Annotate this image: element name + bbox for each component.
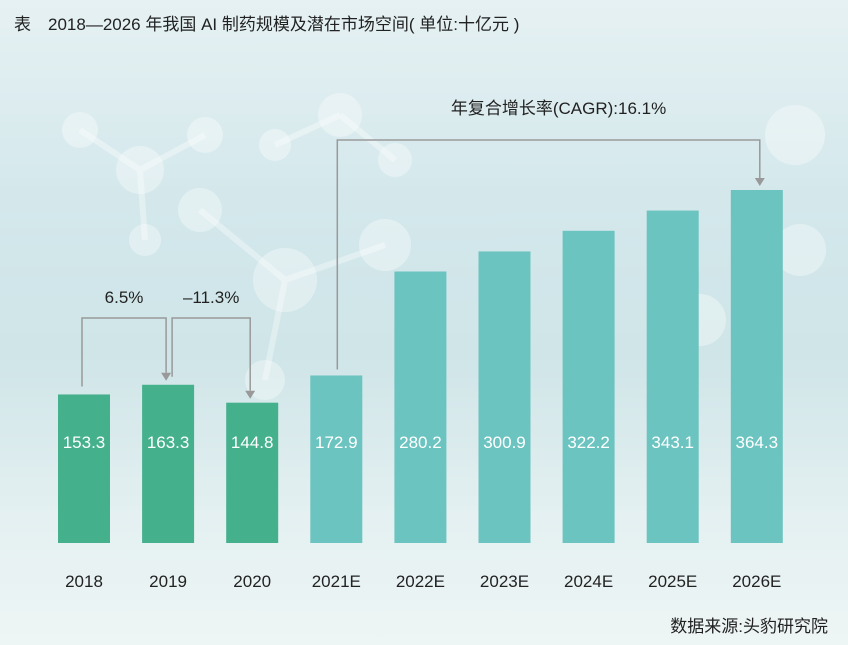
value-label: 364.3 bbox=[736, 433, 779, 452]
bar-2026E bbox=[730, 190, 783, 543]
bar-2020 bbox=[226, 402, 279, 543]
bar-2019 bbox=[142, 384, 195, 543]
x-tick-label: 2022E bbox=[396, 572, 445, 591]
bar-2024E bbox=[562, 230, 615, 543]
x-tick-label: 2023E bbox=[480, 572, 529, 591]
bar-2023E bbox=[478, 251, 531, 543]
value-label: 322.2 bbox=[567, 433, 610, 452]
bar-2018 bbox=[58, 394, 110, 543]
connector-line bbox=[171, 317, 251, 391]
bar-2021E bbox=[310, 375, 363, 543]
x-tick-label: 2019 bbox=[149, 572, 187, 591]
x-tick-label: 2024E bbox=[564, 572, 613, 591]
x-tick-label: 2026E bbox=[732, 572, 781, 591]
value-label: 163.3 bbox=[147, 433, 190, 452]
value-label: 300.9 bbox=[483, 433, 526, 452]
bar-2025E bbox=[646, 210, 699, 543]
value-label: 172.9 bbox=[315, 433, 358, 452]
value-label: 144.8 bbox=[231, 433, 274, 452]
arrow-icon bbox=[245, 390, 256, 399]
annotation-label: 6.5% bbox=[105, 288, 144, 307]
arrow-icon bbox=[161, 372, 172, 381]
chart-title: 表 2018—2026 年我国 AI 制药规模及潜在市场空间( 单位:十亿元 ) bbox=[14, 15, 520, 34]
x-tick-label: 2025E bbox=[648, 572, 697, 591]
x-tick-label: 2020 bbox=[233, 572, 271, 591]
annotation-label: 年复合增长率(CAGR):16.1% bbox=[451, 99, 666, 118]
value-label: 343.1 bbox=[651, 433, 694, 452]
x-tick-label: 2018 bbox=[65, 572, 103, 591]
x-tick-label: 2021E bbox=[312, 572, 361, 591]
connector-line bbox=[336, 139, 761, 370]
value-label: 153.3 bbox=[63, 433, 106, 452]
bar-2022E bbox=[394, 271, 447, 543]
value-label: 280.2 bbox=[399, 433, 442, 452]
annotation-label: –11.3% bbox=[183, 288, 239, 307]
arrow-icon bbox=[754, 178, 765, 186]
data-source: 数据来源:头豹研究院 bbox=[670, 617, 828, 636]
connector-line bbox=[81, 317, 167, 387]
